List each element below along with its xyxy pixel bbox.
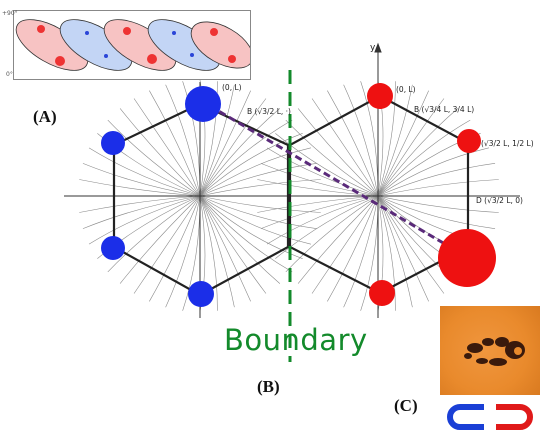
blue-charges (101, 86, 221, 307)
field-line (107, 195, 201, 273)
field-line (275, 133, 379, 197)
field-line (311, 195, 379, 294)
field-line (82, 195, 201, 229)
field-line (79, 179, 201, 197)
field-line (133, 98, 201, 197)
panel-label-b: (B) (257, 377, 280, 396)
field-line (377, 179, 499, 197)
label-right-b: B (√3/4 L, 3/4 L) (414, 105, 474, 114)
red-charge-bottom (369, 280, 395, 306)
field-line (377, 195, 445, 294)
field-line (266, 147, 379, 197)
field-line (199, 84, 235, 197)
field-line (82, 163, 201, 197)
field-line (377, 195, 396, 311)
field-line (199, 195, 251, 302)
field-line (297, 108, 379, 197)
field-line (377, 108, 459, 197)
label-right-d: D (√3/2 L, 0) (476, 196, 523, 205)
panel-label-a: (A) (33, 107, 57, 126)
field-line (199, 195, 235, 308)
label-right-top: (0, L) (396, 85, 416, 94)
field-line (149, 90, 201, 197)
field-line (377, 98, 445, 197)
dashed-diagonal-line (209, 104, 463, 256)
sunspot-shape (464, 337, 525, 366)
field-line (327, 90, 379, 197)
panel-label-c: (C) (394, 396, 418, 415)
field-line (377, 90, 429, 197)
blue-charge-upper-left (101, 131, 125, 155)
field-line (79, 195, 201, 213)
field-line (199, 195, 293, 273)
field-line (377, 195, 499, 213)
inset-ellipses (15, 19, 254, 71)
field-line (199, 147, 312, 197)
red-charge-lower-right-large (438, 229, 496, 287)
field-line (165, 195, 201, 308)
field-line (149, 195, 201, 302)
field-line (377, 147, 490, 197)
field-line (199, 119, 293, 197)
field-line (199, 195, 218, 311)
red-charge-upper-right (457, 129, 481, 153)
field-line (377, 81, 396, 197)
field-line (260, 163, 379, 197)
y-axis-arrow (374, 42, 382, 53)
label-left-b: B (√3/2 L, ·) (247, 107, 291, 116)
field-line (377, 195, 496, 229)
boundary-label: Boundary (224, 323, 368, 357)
field-line (199, 179, 321, 197)
field-line (88, 147, 201, 197)
label-right-c: (√3/2 L, 1/2 L) (481, 139, 534, 148)
field-line (257, 179, 379, 197)
field-line (119, 108, 201, 197)
field-line (199, 195, 312, 245)
field-line (327, 195, 379, 302)
horseshoe-magnet-icon (447, 404, 533, 430)
field-line (199, 108, 281, 197)
field-line (199, 98, 267, 197)
inset-photo-sunspot (440, 306, 540, 395)
field-line (165, 84, 201, 197)
field-line (285, 195, 379, 273)
blue-charge-lower-left (101, 236, 125, 260)
field-line (88, 195, 201, 245)
label-left-top: (0, L) (222, 83, 242, 92)
field-line (199, 195, 321, 213)
inset-dipole-strip: +90° 0° (2, 10, 254, 80)
field-line (199, 90, 251, 197)
field-line (133, 195, 201, 294)
field-line (275, 195, 379, 259)
label-axis-y: y (370, 43, 376, 53)
field-line (297, 195, 379, 284)
blue-charge-bottom (188, 281, 214, 307)
field-line (199, 195, 318, 229)
field-line (107, 119, 201, 197)
field-line (377, 163, 496, 197)
red-charges (367, 83, 496, 306)
tick-bottom: 0° (6, 71, 13, 78)
field-line (311, 98, 379, 197)
field-line (285, 119, 379, 197)
field-line (343, 84, 379, 197)
field-line (199, 163, 318, 197)
field-line (343, 195, 379, 308)
tick-top: +90° (2, 10, 18, 17)
blue-charge-top (185, 86, 221, 122)
field-line (119, 195, 201, 284)
field-line (266, 195, 379, 245)
red-charge-top (367, 83, 393, 109)
field-line (377, 119, 471, 197)
field-line (199, 195, 281, 284)
field-line (199, 195, 267, 294)
field-line (377, 84, 413, 197)
